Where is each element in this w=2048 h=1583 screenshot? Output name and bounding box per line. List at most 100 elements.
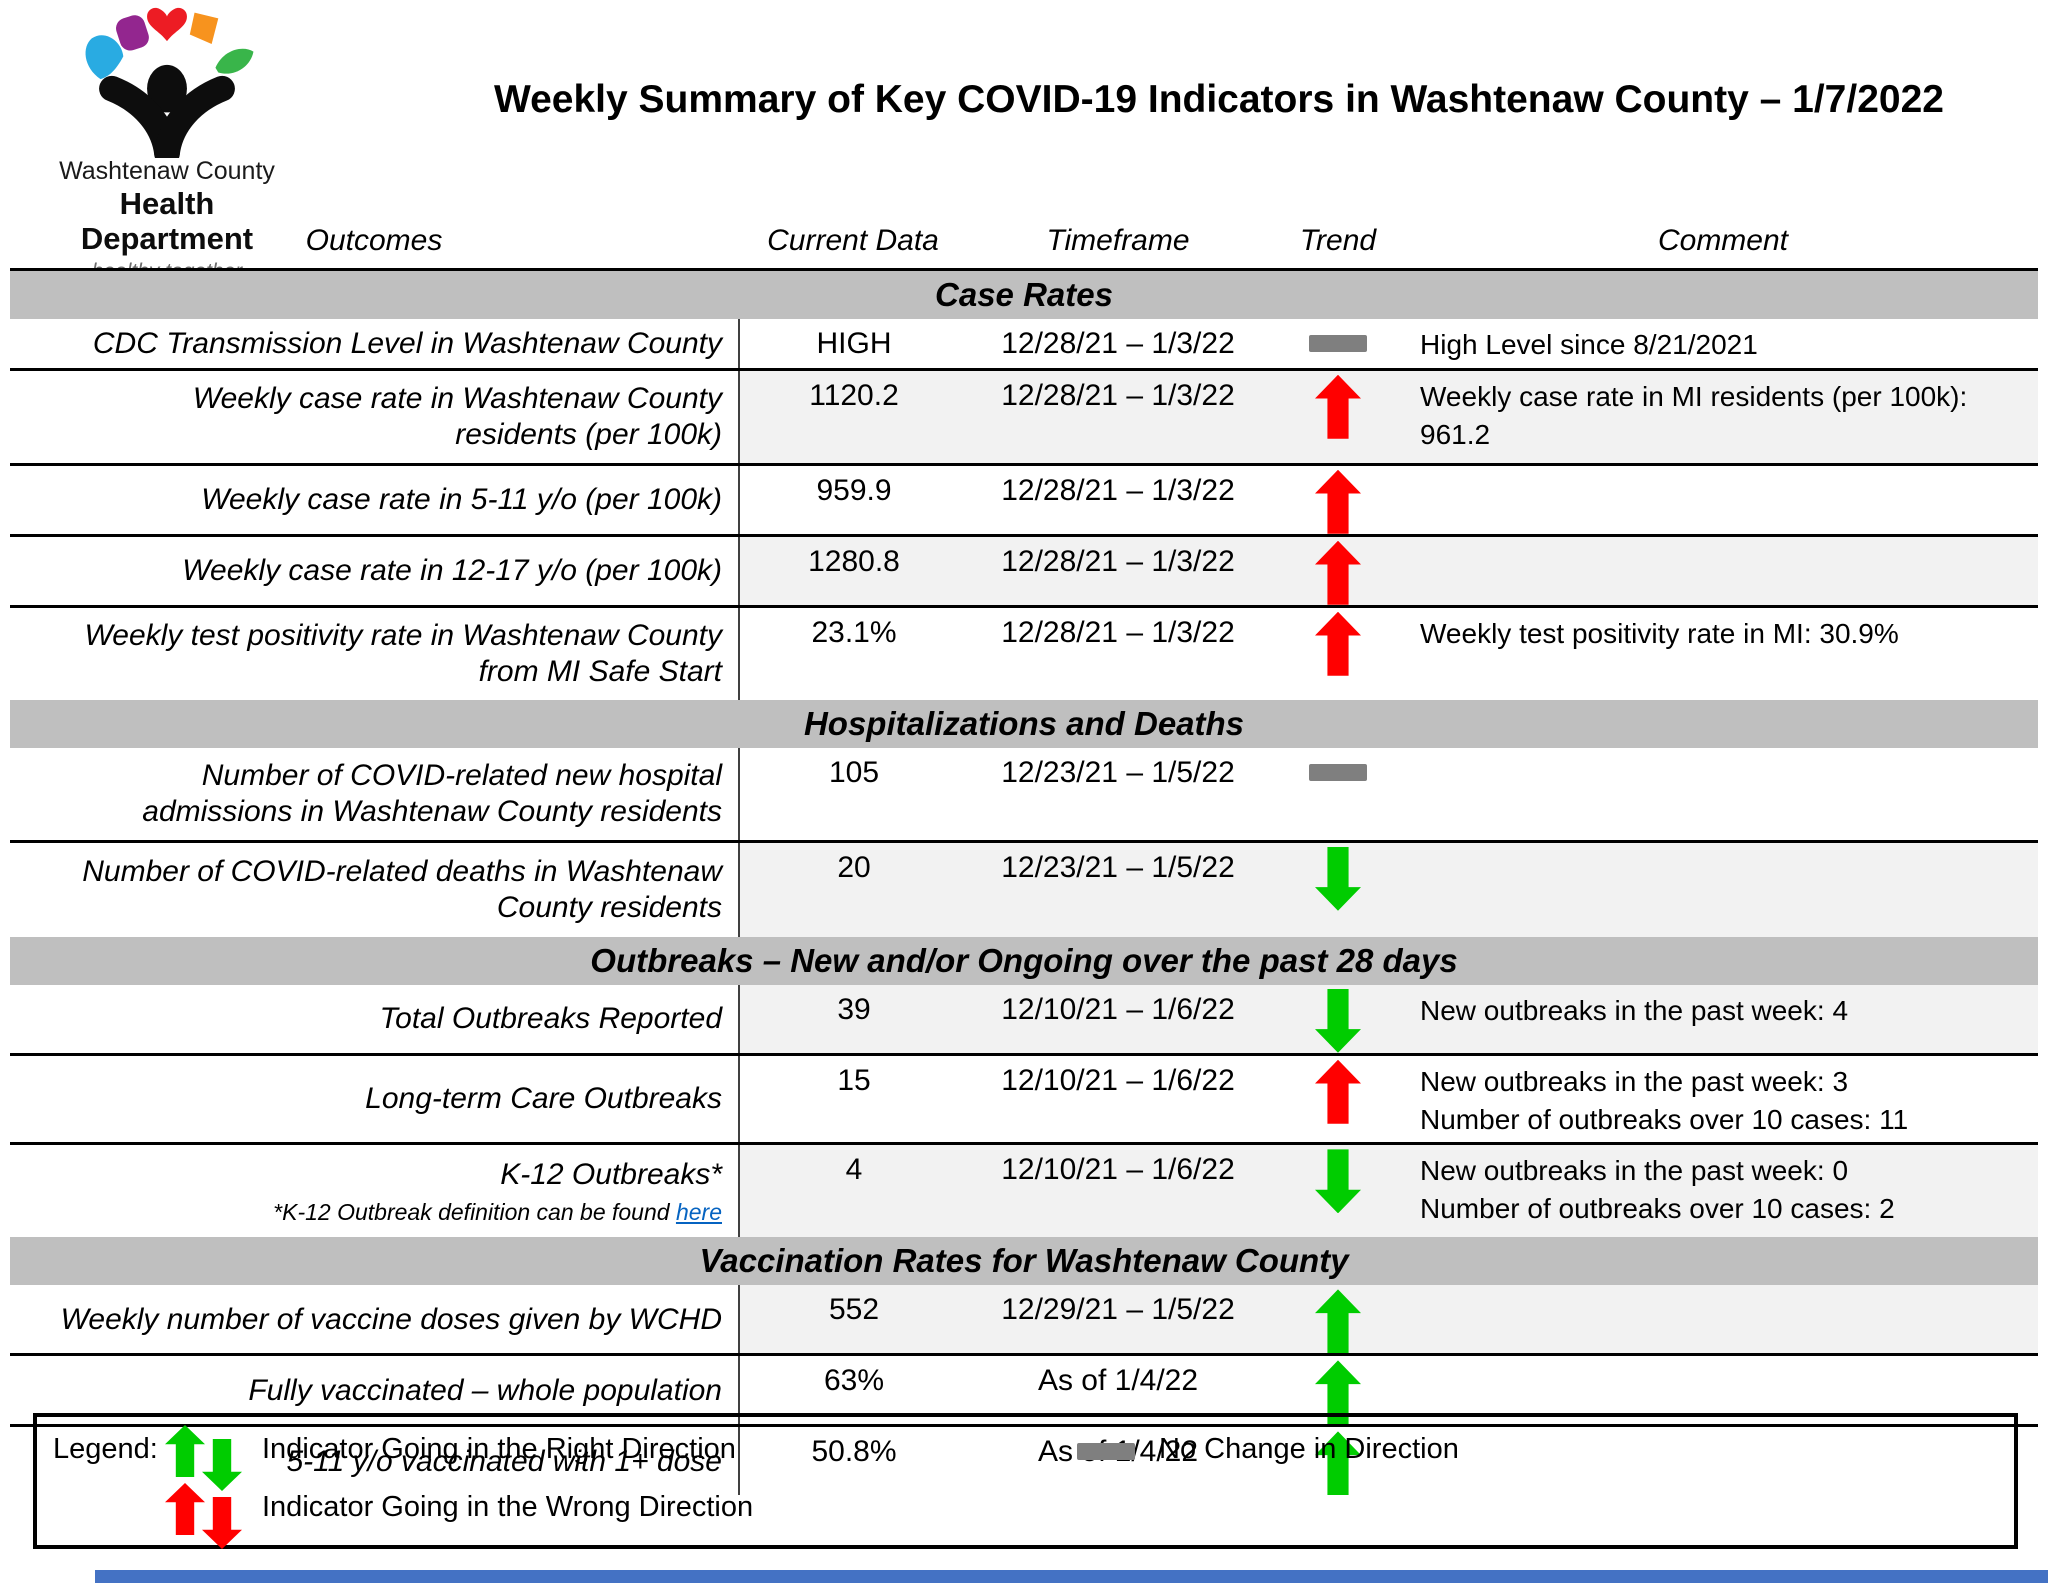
trend-cell: [1268, 1427, 1408, 1496]
outcome-cell: Weekly case rate in 12-17 y/o (per 100k): [182, 554, 722, 588]
trend-cell: [1268, 536, 1408, 605]
people-logo-icon: [85, 7, 254, 158]
trend-cell: [1268, 748, 1408, 840]
outcome-cell: Weekly case rate in 5-11 y/o (per 100k): [201, 483, 722, 517]
section-header-outbreaks: Outbreaks – New and/or Ongoing over the …: [10, 936, 2038, 985]
current-data-cell: 552: [738, 1285, 968, 1354]
comment-cell: [1408, 748, 2038, 840]
trend-cell: [1268, 466, 1408, 534]
trend-up-icon: [1315, 540, 1361, 605]
current-data-cell: 4: [738, 1145, 968, 1238]
footnote-here-link[interactable]: here: [675, 1198, 722, 1225]
timeframe-cell: 12/23/21 – 1/5/22: [1001, 755, 1235, 789]
comment-cell: New outbreaks in the past week: 4: [1408, 984, 2038, 1053]
red-up-down-arrows-icon: [165, 1483, 242, 1549]
timeframe-cell: 12/29/21 – 1/5/22: [968, 1285, 1268, 1354]
trend-down-icon: [1315, 846, 1361, 911]
comment-cell: Weekly test positivity rate in MI: 30.9%: [1420, 617, 1899, 649]
timeframe-cell: 12/28/21 – 1/3/22: [1001, 473, 1235, 507]
column-headers: Outcomes Current Data Timeframe Trend Co…: [10, 224, 2038, 258]
current-data-cell: HIGH: [738, 319, 968, 368]
footnote-text: *K-12 Outbreak definition can be found: [273, 1198, 676, 1225]
trend-cell: [1268, 608, 1408, 700]
trend-down-icon: [1315, 1149, 1361, 1214]
outcome-cell: Number of COVID-related deaths in Washte…: [82, 855, 722, 924]
legend-text: Indicator Going in the Right Direction: [262, 1433, 736, 1465]
section-header-vaccination: Vaccination Rates for Washtenaw County: [10, 1237, 2038, 1286]
comment-cell: High Level since 8/21/2021: [1420, 329, 1758, 360]
timeframe-cell: 12/28/21 – 1/3/22: [968, 370, 1268, 463]
column-header-current-data: Current Data: [767, 224, 939, 257]
trend-up-icon: [1315, 611, 1361, 676]
legend-item-right-direction: Indicator Going in the Right Direction: [165, 1425, 736, 1491]
red-up-arrow-icon: [165, 1483, 205, 1535]
current-data-cell: 20: [738, 842, 968, 937]
current-data-cell: 50.8%: [738, 1427, 968, 1496]
gray-dash-icon: [1077, 1443, 1135, 1460]
legend-item-wrong-direction: Indicator Going in the Wrong Direction: [165, 1483, 753, 1549]
trend-cell: [1268, 1285, 1408, 1354]
current-data-cell: 63%: [738, 1356, 968, 1425]
table-row: K-12 Outbreaks* *K-12 Outbreak definitio…: [10, 1145, 2038, 1238]
outcome-cell: Weekly test positivity rate in Washtenaw…: [84, 619, 723, 688]
comment-cell: Weekly case rate in MI residents (per 10…: [1408, 370, 2038, 463]
current-data-cell: 1120.2: [738, 370, 968, 463]
section-header-hospitalizations: Hospitalizations and Deaths: [10, 699, 2038, 748]
column-header-timeframe: Timeframe: [1046, 224, 1190, 257]
trend-no-change-icon: [1309, 763, 1367, 781]
footnote: *K-12 Outbreak definition can be found h…: [273, 1199, 722, 1226]
red-down-arrow-icon: [202, 1497, 242, 1549]
comment-cell: [1408, 536, 2038, 605]
trend-cell: [1268, 319, 1408, 368]
legend-label: Legend:: [53, 1433, 158, 1465]
timeframe-cell: 12/10/21 – 1/6/22: [968, 984, 1268, 1053]
comment-cell: [1408, 842, 2038, 937]
timeframe-cell: 12/10/21 – 1/6/22: [1001, 1063, 1235, 1097]
outcome-cell: Fully vaccinated – whole population: [248, 1373, 722, 1407]
trend-up-icon: [1315, 1289, 1361, 1354]
table-row: Total Outbreaks Reported 39 12/10/21 – 1…: [10, 984, 2038, 1056]
outcome-cell: CDC Transmission Level in Washtenaw Coun…: [92, 326, 722, 360]
bottom-accent-bar: [95, 1570, 2048, 1583]
current-data-cell: 959.9: [738, 465, 968, 534]
health-department-logo: Washtenaw County Health Department healt…: [42, 6, 292, 284]
table-row: Long-term Care Outbreaks 15 12/10/21 – 1…: [10, 1055, 2038, 1146]
table-row: CDC Transmission Level in Washtenaw Coun…: [10, 319, 2038, 371]
trend-no-change-icon: [1309, 335, 1367, 352]
green-up-arrow-icon: [165, 1425, 205, 1477]
outcome-text: K-12 Outbreaks*: [500, 1158, 722, 1192]
outcome-cell: 5-11 y/o vaccinated with 1+ dose: [286, 1444, 722, 1478]
trend-cell: [1268, 1145, 1408, 1238]
outcome-cell: Number of COVID-related new hospital adm…: [142, 759, 722, 828]
table-row: Number of COVID-related new hospital adm…: [10, 747, 2038, 843]
trend-down-icon: [1315, 988, 1361, 1053]
timeframe-cell: 12/28/21 – 1/3/22: [1001, 615, 1235, 649]
trend-up-icon: [1315, 374, 1361, 439]
current-data-cell: 1280.8: [738, 536, 968, 605]
trend-up-icon: [1315, 469, 1361, 534]
outcome-cell: Total Outbreaks Reported: [379, 1002, 722, 1036]
legend-box: Legend: Indicator Going in the Right Dir…: [33, 1413, 2018, 1549]
table-row: Number of COVID-related deaths in Washte…: [10, 842, 2038, 937]
green-up-down-arrows-icon: [165, 1425, 242, 1491]
indicator-table: Case Rates CDC Transmission Level in Was…: [10, 268, 2038, 1496]
timeframe-cell: 12/28/21 – 1/3/22: [968, 536, 1268, 605]
timeframe-cell: 12/28/21 – 1/3/22: [1001, 327, 1235, 360]
column-header-comment: Comment: [1657, 224, 1789, 257]
timeframe-cell: As of 1/4/22: [1037, 1364, 1199, 1398]
trend-cell: [1268, 1056, 1408, 1143]
timeframe-cell: 12/23/21 – 1/5/22: [968, 842, 1268, 937]
current-data-cell: 15: [738, 1055, 968, 1143]
table-row: 5-11 y/o vaccinated with 1+ dose 50.8% A…: [10, 1427, 2038, 1496]
trend-cell: [1268, 984, 1408, 1053]
table-row: Weekly test positivity rate in Washtenaw…: [10, 607, 2038, 700]
org-name-line2: Health Department: [80, 185, 254, 257]
org-name-line1: Washtenaw County: [59, 157, 275, 185]
table-row: Fully vaccinated – whole population 63% …: [10, 1356, 2038, 1428]
legend-item-no-change: No Change in Direction: [1077, 1425, 1459, 1466]
current-data-cell: 39: [738, 984, 968, 1053]
column-header-outcomes: Outcomes: [305, 224, 443, 257]
table-row: Weekly case rate in 12-17 y/o (per 100k)…: [10, 536, 2038, 608]
table-row: Weekly number of vaccine doses given by …: [10, 1285, 2038, 1357]
